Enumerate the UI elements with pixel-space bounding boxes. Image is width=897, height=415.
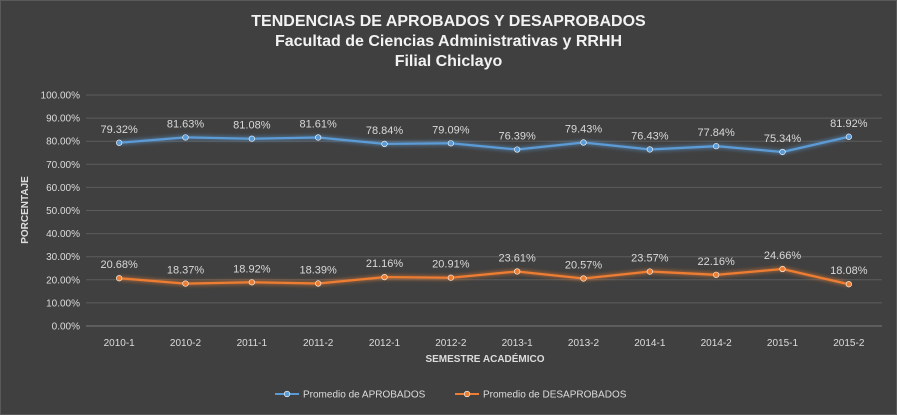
data-point — [514, 146, 521, 153]
x-tick-label: 2015-2 — [833, 338, 865, 349]
y-tick-label: 70.00% — [46, 160, 80, 171]
y-tick-label: 30.00% — [46, 252, 80, 263]
data-point — [447, 274, 454, 281]
y-tick-label: 40.00% — [46, 229, 80, 240]
data-point — [315, 280, 322, 287]
data-point — [447, 140, 454, 147]
chart-title: TENDENCIAS DE APROBADOS Y DESAPROBADOS F… — [0, 12, 897, 72]
data-point — [248, 135, 255, 142]
series-group — [116, 133, 852, 288]
data-point — [646, 268, 653, 275]
x-tick-label: 2011-2 — [303, 338, 334, 349]
legend-label: Promedio de DESAPROBADOS — [483, 390, 627, 401]
data-label: 18.08% — [830, 265, 868, 277]
y-tick-label: 60.00% — [46, 183, 80, 194]
data-label: 18.37% — [167, 265, 205, 277]
x-tick-label: 2011-1 — [237, 338, 268, 349]
data-point — [845, 281, 852, 288]
data-point — [182, 134, 189, 141]
x-tick-label: 2013-2 — [568, 338, 600, 349]
y-axis-ticks: 0.00% 10.00% 20.00% 30.00% 40.00% 50.00% 60.00… — [41, 91, 81, 333]
data-point — [116, 275, 123, 282]
data-point — [116, 139, 123, 146]
x-tick-label: 2014-2 — [701, 338, 733, 349]
data-label: 81.92% — [830, 118, 868, 130]
data-point — [779, 265, 786, 273]
data-label: 20.68% — [101, 259, 139, 271]
x-axis-ticks: 2010-1 2010-2 2011-1 2011-2 2012-1 2012-2 2013… — [104, 338, 865, 349]
y-tick-label: 50.00% — [46, 206, 80, 217]
legend-label: Promedio de APROBADOS — [303, 390, 426, 401]
data-point — [580, 139, 587, 146]
data-label: 23.57% — [631, 253, 669, 265]
data-label: 79.32% — [101, 124, 139, 136]
data-point — [713, 143, 720, 150]
data-label: 18.39% — [300, 265, 338, 277]
y-tick-label: 80.00% — [46, 137, 80, 148]
x-tick-label: 2012-2 — [435, 338, 467, 349]
y-tick-label: 0.00% — [52, 322, 80, 333]
data-label: 24.66% — [764, 250, 802, 262]
data-label: 77.84% — [698, 127, 736, 139]
chart-title-line-2: Facultad de Ciencias Administrativas y R… — [274, 33, 623, 50]
data-label: 75.34% — [764, 133, 802, 145]
x-tick-label: 2013-1 — [502, 338, 534, 349]
data-point — [315, 134, 322, 141]
data-label: 78.84% — [366, 125, 404, 137]
x-tick-label: 2010-2 — [170, 338, 202, 349]
data-point — [646, 146, 653, 153]
data-point — [248, 279, 255, 286]
data-labels: 79.32% 81.63% 81.08% 81.61% 78.84% 79.09% 76.3… — [101, 118, 868, 277]
grid-lines — [86, 94, 882, 327]
y-tick-label: 20.00% — [46, 275, 80, 286]
legend-marker — [283, 390, 291, 398]
legend: Promedio de APROBADOS Promedio de DESAPRO… — [275, 390, 627, 401]
series-line-2 — [119, 267, 850, 286]
data-label: 18.92% — [233, 263, 271, 275]
y-tick-label: 90.00% — [46, 114, 80, 125]
data-label: 76.39% — [499, 131, 537, 143]
x-tick-label: 2014-1 — [634, 338, 666, 349]
legend-marker — [463, 390, 471, 398]
data-label: 23.61% — [499, 252, 537, 264]
y-tick-label: 10.00% — [46, 298, 80, 309]
data-label: 21.16% — [366, 258, 404, 270]
data-label: 76.43% — [631, 130, 669, 142]
data-point — [381, 140, 388, 147]
data-label: 79.43% — [565, 124, 603, 136]
data-point — [182, 280, 189, 287]
data-point — [713, 271, 720, 278]
data-label: 20.91% — [432, 259, 470, 271]
data-point — [381, 274, 388, 281]
data-label: 20.57% — [565, 259, 603, 271]
x-tick-label: 2015-1 — [767, 338, 799, 349]
data-label: 81.61% — [300, 118, 338, 130]
data-label: 22.16% — [698, 256, 736, 268]
data-label: 79.09% — [432, 124, 470, 136]
x-tick-label: 2010-1 — [104, 338, 136, 349]
data-label: 81.63% — [167, 118, 205, 130]
y-tick-label: 100.00% — [41, 91, 81, 102]
data-point — [580, 275, 587, 282]
data-point — [845, 133, 852, 140]
y-axis-title: PORCENTAJE — [20, 176, 31, 244]
data-label: 81.08% — [233, 120, 271, 132]
series-line-1 — [119, 135, 850, 154]
data-point — [779, 148, 786, 156]
data-point — [514, 268, 521, 275]
x-axis-title: SEMESTRE ACADÉMICO — [425, 352, 544, 365]
chart-title-line-1: TENDENCIAS DE APROBADOS Y DESAPROBADOS — [251, 13, 646, 30]
x-tick-label: 2012-1 — [369, 338, 401, 349]
chart-title-line-3: Filial Chiclayo — [394, 53, 503, 70]
